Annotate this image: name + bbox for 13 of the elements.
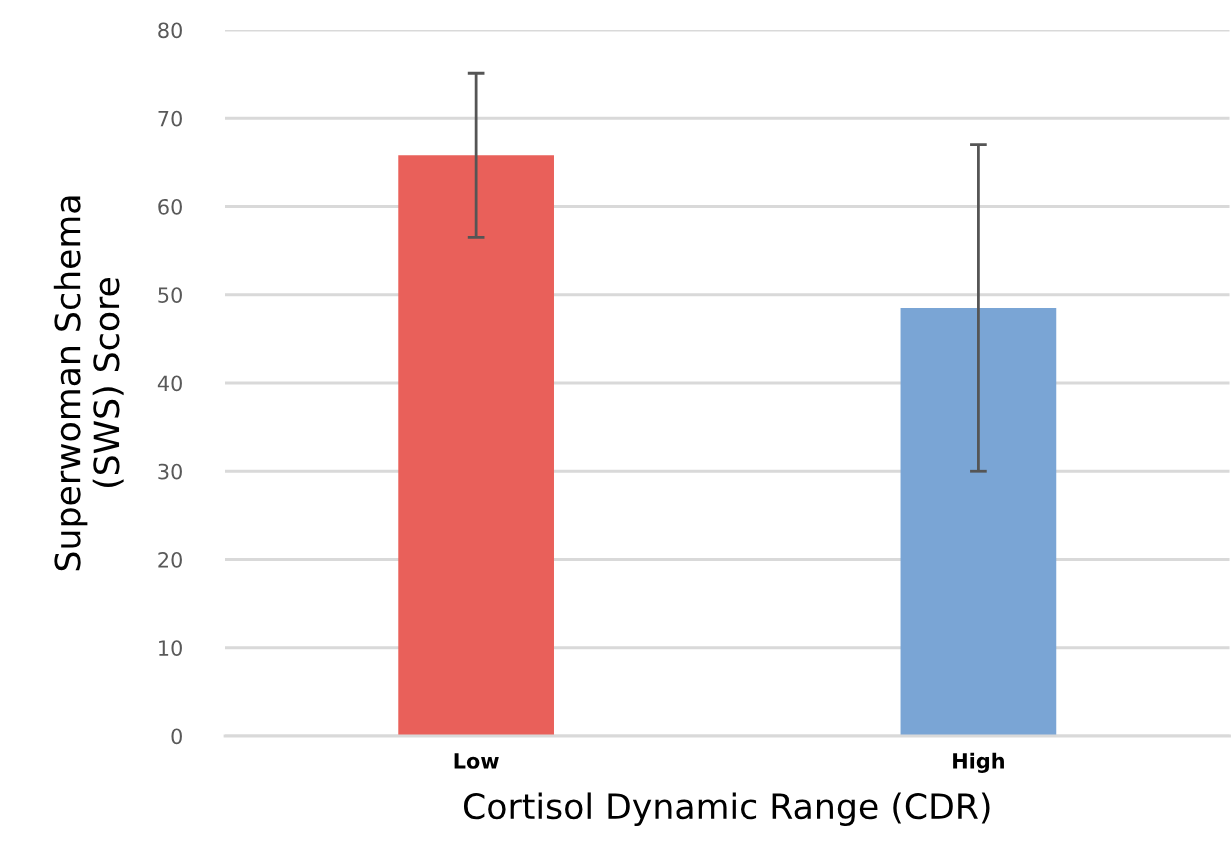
y-tick-label: 30: [158, 463, 182, 480]
x-tick-label: Low: [454, 753, 499, 769]
y-tick-label: 20: [158, 551, 182, 568]
y-tick-label: 10: [159, 640, 182, 656]
y-tick-label: 40: [157, 375, 182, 392]
y-tick-label: 80: [158, 22, 182, 39]
y-tick-label: 70: [158, 110, 182, 127]
y-axis-title: Superwoman Schema (SWS) Score: [53, 196, 124, 571]
x-axis-title: Cortisol Dynamic Range (CDR): [463, 792, 990, 827]
y-tick-label: 50: [158, 287, 182, 303]
y-tick-label: 60: [158, 198, 182, 215]
x-tick-label: High: [953, 752, 1004, 773]
y-tick-label: 0: [171, 728, 182, 745]
